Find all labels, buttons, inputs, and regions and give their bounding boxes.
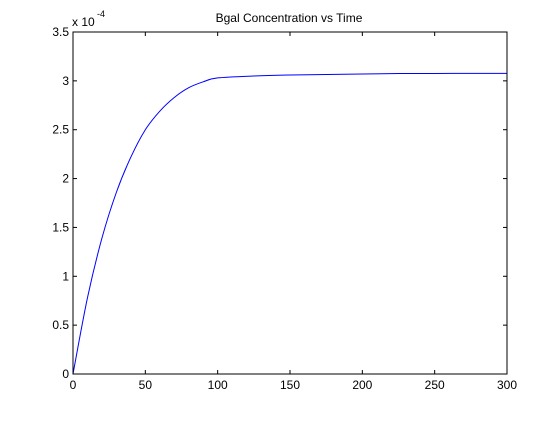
y-tick-label: 1.5 (52, 220, 69, 234)
y-tick-label: 2.5 (52, 123, 69, 137)
y-scale-multiplier: x 10 -4 (72, 9, 105, 29)
x-tick-label: 150 (280, 378, 300, 392)
y-tick-label: 2 (62, 172, 69, 186)
x-tick-label: 50 (139, 378, 153, 392)
plot-area-frame (72, 31, 508, 375)
series-layer (72, 72, 508, 375)
y-scale-base: x 10 (72, 15, 95, 29)
x-tick-label: 0 (70, 378, 77, 392)
x-tick-label: 200 (352, 378, 372, 392)
axis-ticks (72, 31, 508, 375)
y-tick-label: 3 (62, 74, 69, 88)
y-tick-label: 0.5 (52, 318, 69, 332)
x-tick-label: 100 (208, 378, 228, 392)
x-tick-label: 300 (497, 378, 517, 392)
y-tick-label: 1 (62, 269, 69, 283)
chart-title: Bgal Concentration vs Time (216, 11, 363, 25)
series-line (72, 72, 508, 375)
y-tick-label: 0 (62, 367, 69, 381)
y-scale-exponent: -4 (97, 9, 105, 19)
tick-labels: 0 50 100 150 200 250 300 0 0.5 1 1.5 2 2.5 3 3.5 (52, 25, 517, 392)
y-tick-label: 3.5 (52, 25, 69, 39)
x-tick-label: 250 (425, 378, 445, 392)
